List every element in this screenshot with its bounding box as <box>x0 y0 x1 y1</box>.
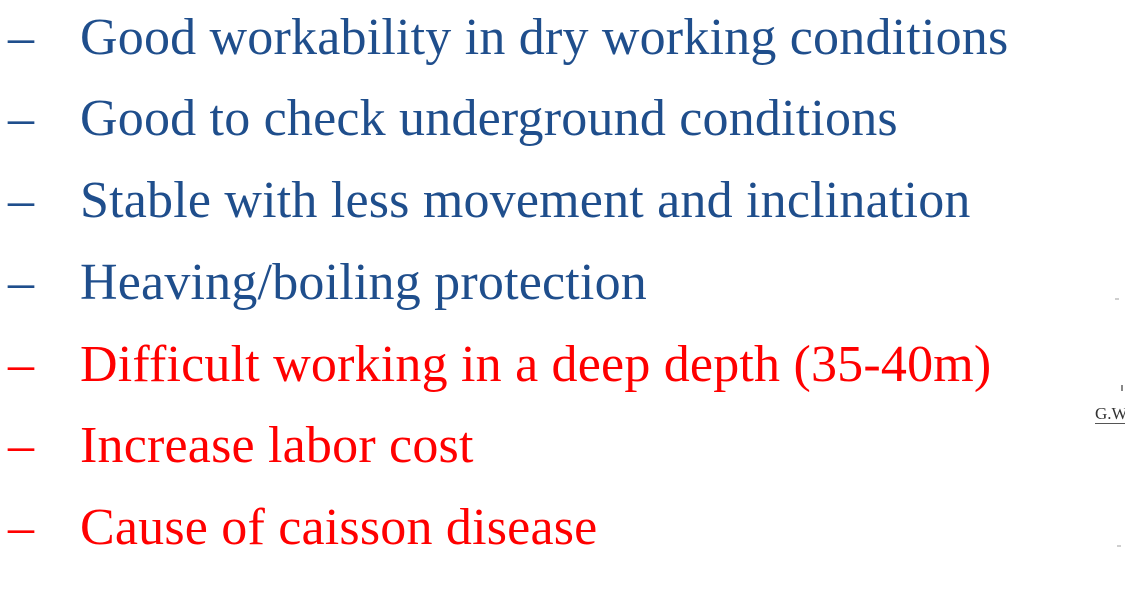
bullet-dash: – <box>8 9 35 66</box>
figure-fragment-mark <box>1115 298 1119 300</box>
bullet-text: Good workability in dry working conditio… <box>80 9 1009 66</box>
groundwater-label: G.W <box>1095 405 1125 424</box>
bullet-text: Stable with less movement and inclinatio… <box>80 172 971 229</box>
bullet-text: Heaving/boiling protection <box>80 254 647 311</box>
bullet-dash: – <box>8 336 35 393</box>
bullet-dash: – <box>8 417 35 474</box>
figure-fragment-mark <box>1121 385 1123 391</box>
figure-fragment-mark <box>1117 545 1121 547</box>
bullet-text: Difficult working in a deep depth (35-40… <box>80 336 992 393</box>
bullet-dash: – <box>8 254 35 311</box>
bullet-text: Cause of caisson disease <box>80 499 598 556</box>
bullet-dash: – <box>8 172 35 229</box>
bullet-dash: – <box>8 90 35 147</box>
bullet-text: Increase labor cost <box>80 417 474 474</box>
bullet-text: Good to check underground conditions <box>80 90 898 147</box>
bullet-dash: – <box>8 499 35 556</box>
